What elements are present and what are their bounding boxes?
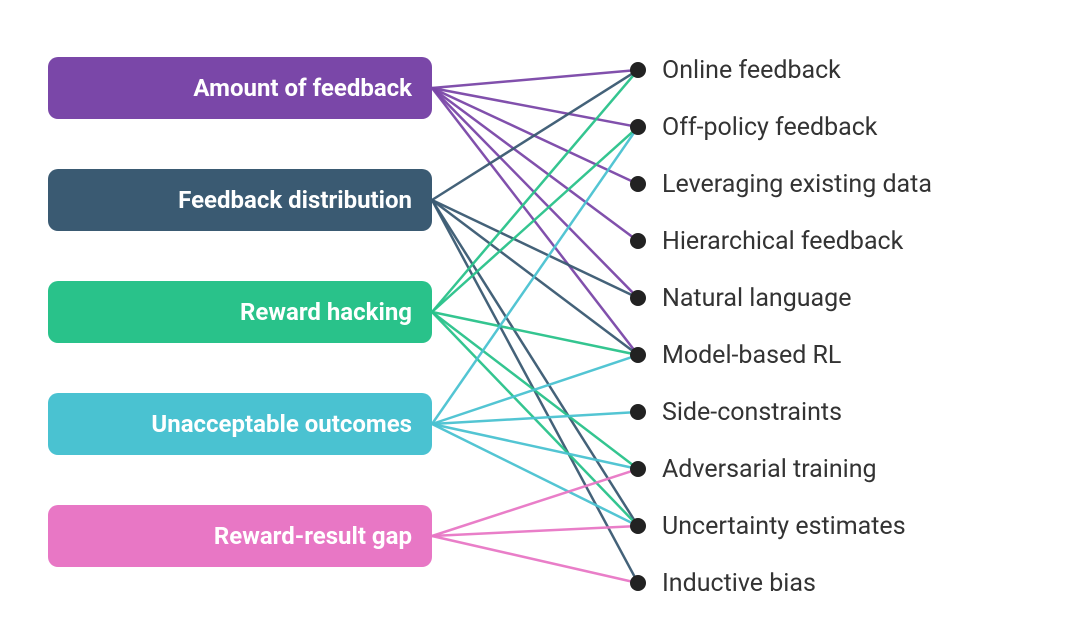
right-node-offpol: Off-policy feedback bbox=[662, 112, 877, 142]
left-node-label: Reward hacking bbox=[240, 298, 412, 326]
right-node-dot-modelrl bbox=[630, 347, 646, 363]
edge-dist-indbias bbox=[432, 200, 638, 583]
left-node-label: Reward-result gap bbox=[214, 522, 412, 550]
left-node-dist: Feedback distribution bbox=[48, 169, 432, 231]
right-node-modelrl: Model-based RL bbox=[662, 340, 841, 370]
edge-amount-modelrl bbox=[432, 88, 638, 355]
left-node-unaccept: Unacceptable outcomes bbox=[48, 393, 432, 455]
edge-unaccept-offpol bbox=[432, 127, 638, 424]
left-node-amount: Amount of feedback bbox=[48, 57, 432, 119]
left-node-gap: Reward-result gap bbox=[48, 505, 432, 567]
right-node-label: Side-constraints bbox=[662, 398, 842, 427]
right-node-label: Inductive bias bbox=[662, 569, 816, 598]
edge-dist-online bbox=[432, 70, 638, 200]
edge-dist-modelrl bbox=[432, 200, 638, 355]
edge-hacking-uncert bbox=[432, 312, 638, 526]
right-node-label: Adversarial training bbox=[662, 455, 877, 484]
edge-amount-offpol bbox=[432, 88, 638, 127]
edge-gap-uncert bbox=[432, 526, 638, 536]
right-node-label: Leveraging existing data bbox=[662, 170, 932, 199]
bipartite-diagram: { "diagram": { "type": "network", "canva… bbox=[0, 0, 1080, 636]
right-node-label: Online feedback bbox=[662, 56, 841, 85]
right-node-dot-offpol bbox=[630, 119, 646, 135]
left-node-label: Unacceptable outcomes bbox=[151, 410, 412, 438]
left-node-label: Feedback distribution bbox=[178, 186, 412, 214]
right-node-dot-sidec bbox=[630, 404, 646, 420]
edge-dist-uncert bbox=[432, 200, 638, 526]
edge-amount-existing bbox=[432, 88, 638, 184]
edge-hacking-online bbox=[432, 70, 638, 312]
right-node-dot-existing bbox=[630, 176, 646, 192]
right-node-sidec: Side-constraints bbox=[662, 397, 842, 427]
right-node-hier: Hierarchical feedback bbox=[662, 226, 903, 256]
right-node-indbias: Inductive bias bbox=[662, 568, 816, 598]
edge-amount-online bbox=[432, 70, 638, 88]
left-node-label: Amount of feedback bbox=[193, 74, 412, 102]
edge-dist-natlang bbox=[432, 200, 638, 298]
right-node-dot-online bbox=[630, 62, 646, 78]
right-node-dot-indbias bbox=[630, 575, 646, 591]
right-node-dot-uncert bbox=[630, 518, 646, 534]
right-node-natlang: Natural language bbox=[662, 283, 851, 313]
right-node-dot-natlang bbox=[630, 290, 646, 306]
edge-unaccept-sidec bbox=[432, 412, 638, 424]
right-node-label: Model-based RL bbox=[662, 341, 841, 370]
right-node-dot-hier bbox=[630, 233, 646, 249]
right-node-label: Natural language bbox=[662, 284, 851, 313]
right-node-existing: Leveraging existing data bbox=[662, 169, 932, 199]
right-node-online: Online feedback bbox=[662, 55, 841, 85]
edge-gap-indbias bbox=[432, 536, 638, 583]
right-node-adv: Adversarial training bbox=[662, 454, 877, 484]
right-node-label: Off-policy feedback bbox=[662, 113, 877, 142]
edge-hacking-modelrl bbox=[432, 312, 638, 355]
edge-hacking-adv bbox=[432, 312, 638, 469]
edge-hacking-offpol bbox=[432, 127, 638, 312]
right-node-uncert: Uncertainty estimates bbox=[662, 511, 906, 541]
left-node-hacking: Reward hacking bbox=[48, 281, 432, 343]
right-node-label: Uncertainty estimates bbox=[662, 512, 906, 541]
edge-gap-adv bbox=[432, 469, 638, 536]
edge-unaccept-modelrl bbox=[432, 355, 638, 424]
edge-amount-natlang bbox=[432, 88, 638, 298]
right-node-label: Hierarchical feedback bbox=[662, 227, 903, 256]
edge-unaccept-adv bbox=[432, 424, 638, 469]
edge-unaccept-uncert bbox=[432, 424, 638, 526]
right-node-dot-adv bbox=[630, 461, 646, 477]
edge-amount-hier bbox=[432, 88, 638, 241]
